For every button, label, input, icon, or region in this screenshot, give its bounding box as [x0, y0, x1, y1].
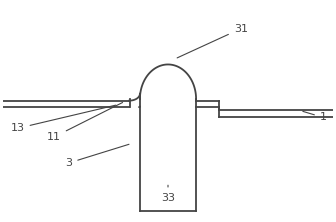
Text: 33: 33: [161, 185, 175, 203]
Text: 11: 11: [47, 103, 123, 142]
Text: 3: 3: [66, 144, 129, 168]
Text: 1: 1: [303, 111, 327, 123]
Text: 13: 13: [11, 105, 116, 133]
Text: 31: 31: [177, 24, 248, 58]
